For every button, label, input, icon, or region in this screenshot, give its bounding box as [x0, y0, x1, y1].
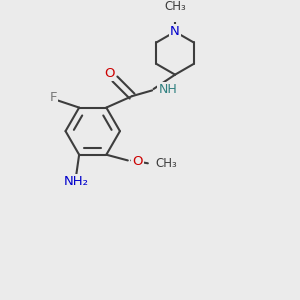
Text: NH₂: NH₂ — [64, 176, 89, 188]
Text: NH: NH — [158, 83, 177, 96]
Text: F: F — [49, 91, 57, 104]
Text: CH₃: CH₃ — [164, 0, 186, 13]
Text: O: O — [104, 67, 115, 80]
Text: N: N — [170, 25, 180, 38]
Text: O: O — [132, 155, 143, 168]
Text: CH₃: CH₃ — [155, 157, 177, 170]
